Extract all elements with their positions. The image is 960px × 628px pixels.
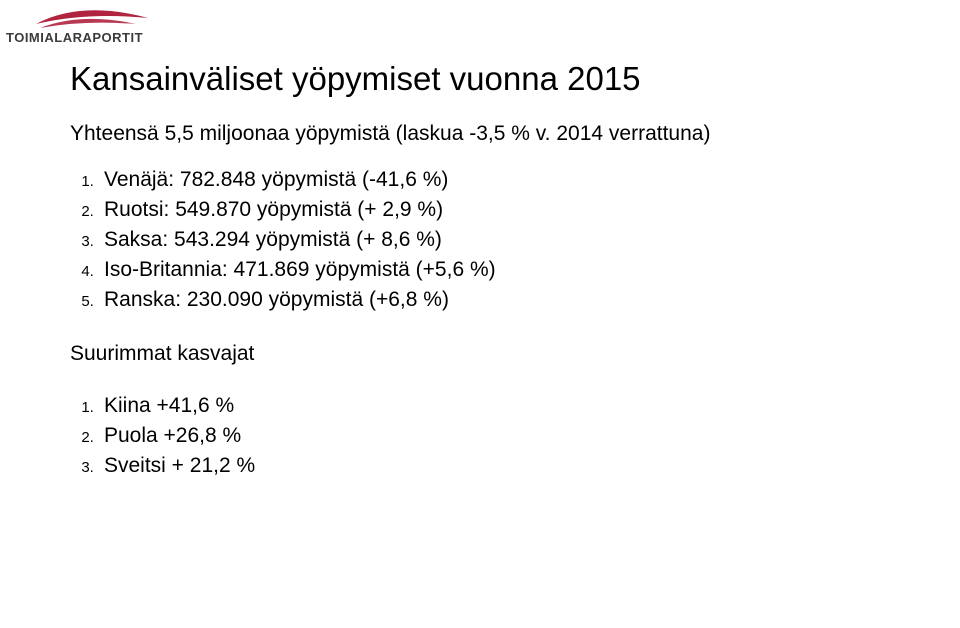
page-title: Kansainväliset yöpymiset vuonna 2015 <box>70 60 890 98</box>
list-item: Kiina +41,6 % <box>98 394 890 418</box>
country-list: Venäjä: 782.848 yöpymistä (-41,6 %) Ruot… <box>70 168 890 312</box>
intro-paragraph: Yhteensä 5,5 miljoonaa yöpymistä (laskua… <box>70 122 890 146</box>
brand-logo: TOIMIALARAPORTIT <box>6 6 176 45</box>
list-item: Saksa: 543.294 yöpymistä (+ 8,6 %) <box>98 228 890 252</box>
brand-text: TOIMIALARAPORTIT <box>6 30 176 45</box>
list-item: Ranska: 230.090 yöpymistä (+6,8 %) <box>98 288 890 312</box>
list-item: Sveitsi + 21,2 % <box>98 454 890 478</box>
list-item: Puola +26,8 % <box>98 424 890 448</box>
list-item: Ruotsi: 549.870 yöpymistä (+ 2,9 %) <box>98 198 890 222</box>
growers-heading: Suurimmat kasvajat <box>70 342 890 366</box>
slide: TOIMIALARAPORTIT Kansainväliset yöpymise… <box>0 0 960 628</box>
list-item: Iso-Britannia: 471.869 yöpymistä (+5,6 %… <box>98 258 890 282</box>
list-item: Venäjä: 782.848 yöpymistä (-41,6 %) <box>98 168 890 192</box>
logo-swoosh-icon <box>26 6 156 32</box>
growers-list: Kiina +41,6 % Puola +26,8 % Sveitsi + 21… <box>70 394 890 478</box>
